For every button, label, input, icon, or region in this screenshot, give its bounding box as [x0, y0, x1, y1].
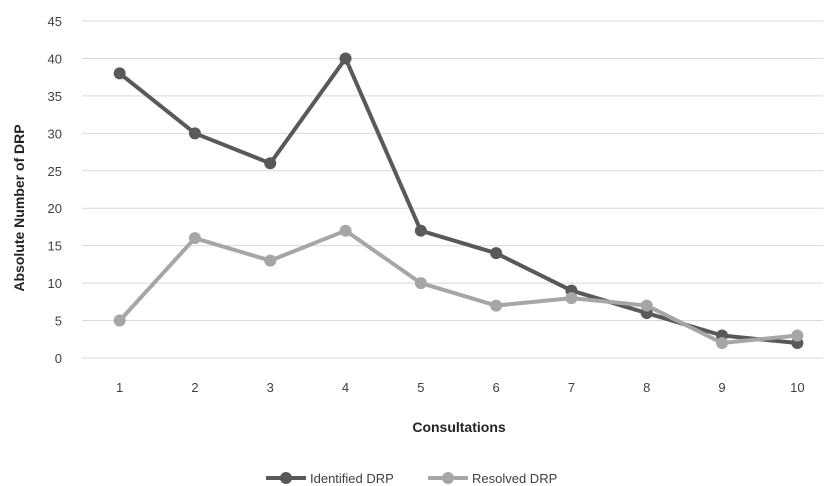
x-tick-label: 3: [267, 380, 274, 395]
data-point: [339, 224, 352, 237]
y-tick-label: 5: [55, 314, 62, 329]
legend-item-1: Identified DRP: [266, 471, 394, 486]
x-tick-label: 2: [191, 380, 198, 395]
x-tick-label: 9: [718, 380, 725, 395]
legend-item-2: Resolved DRP: [428, 471, 557, 486]
x-tick-label: 7: [568, 380, 575, 395]
y-tick-label: 40: [48, 51, 62, 66]
legend-label: Resolved DRP: [472, 471, 557, 486]
y-tick-label: 30: [48, 126, 62, 141]
data-point: [264, 254, 277, 267]
series-line-2: [118, 228, 798, 345]
data-point: [188, 127, 201, 140]
x-tick-label: 10: [790, 380, 804, 395]
y-axis-title: Absolute Number of DRP: [11, 124, 27, 291]
legend: Identified DRP Resolved DRP: [266, 471, 557, 486]
gridlines: [82, 20, 823, 359]
x-tick-labels: 1 2 3 4 5 6 7 8 9 10: [116, 380, 805, 395]
x-axis-title: Consultations: [412, 419, 506, 435]
y-tick-label: 0: [55, 351, 62, 366]
series-lines: [113, 52, 804, 350]
data-point: [414, 277, 427, 290]
x-tick-label: 1: [116, 380, 123, 395]
data-point: [113, 314, 126, 327]
x-tick-label: 4: [342, 380, 349, 395]
data-point: [490, 299, 503, 312]
data-point: [188, 232, 201, 245]
data-point: [113, 67, 126, 80]
data-point: [490, 247, 503, 260]
data-point: [565, 292, 578, 305]
data-point: [791, 329, 804, 342]
y-tick-label: 10: [48, 276, 62, 291]
legend-label: Identified DRP: [310, 471, 394, 486]
data-point: [339, 52, 352, 65]
data-point: [716, 337, 729, 350]
data-point: [264, 157, 277, 170]
y-tick-labels: 0 5 10 15 20 25 30 35 40 45: [48, 14, 62, 366]
y-tick-label: 25: [48, 164, 62, 179]
x-tick-label: 8: [643, 380, 650, 395]
y-tick-label: 45: [48, 14, 62, 29]
x-tick-label: 6: [493, 380, 500, 395]
series-line-1: [118, 56, 798, 345]
x-tick-label: 5: [417, 380, 424, 395]
legend-marker: [442, 472, 454, 484]
y-tick-label: 15: [48, 239, 62, 254]
y-tick-label: 35: [48, 89, 62, 104]
data-point: [414, 224, 427, 237]
y-tick-label: 20: [48, 201, 62, 216]
legend-marker: [280, 472, 292, 484]
data-point: [640, 299, 653, 312]
